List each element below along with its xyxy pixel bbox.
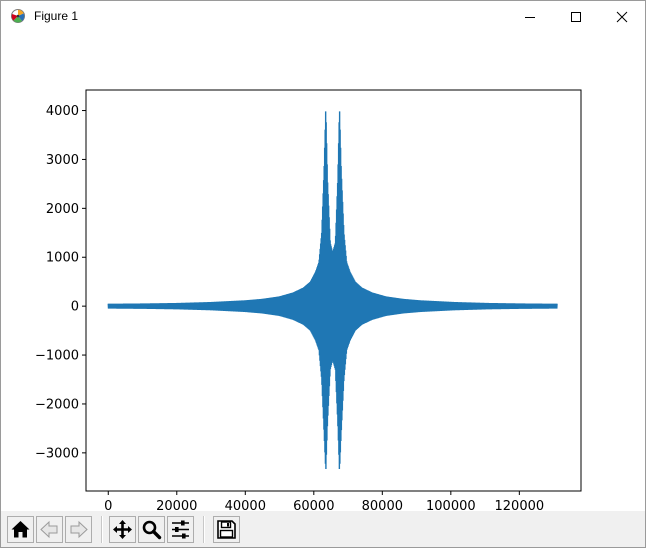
- x-tick-label: 40000: [225, 499, 266, 511]
- back-arrow-icon: [39, 519, 60, 540]
- x-tick-label: 100000: [426, 499, 476, 511]
- toolbar-separator: [101, 516, 103, 543]
- close-button[interactable]: [599, 1, 645, 32]
- floppy-disk-icon: [216, 519, 237, 540]
- y-tick-label: 0: [71, 300, 79, 315]
- save-button[interactable]: [213, 516, 240, 543]
- navigation-toolbar: [1, 511, 645, 547]
- sliders-icon: [170, 519, 191, 540]
- axes-frame: [85, 89, 582, 492]
- x-tick-label: 80000: [362, 499, 403, 511]
- data-layer: [107, 111, 558, 469]
- matplotlib-figure-icon: [10, 8, 26, 24]
- back-button[interactable]: [36, 516, 63, 543]
- plot-canvas[interactable]: 0 20000 40000 60000 80000 100000 120000 −3000−…: [1, 32, 645, 511]
- y-tick-label: 2000: [46, 202, 79, 217]
- home-icon: [10, 519, 31, 540]
- close-icon: [616, 11, 628, 23]
- maximize-icon: [570, 11, 582, 23]
- y-tick-label: −1000: [35, 349, 79, 364]
- y-axis: −3000 −2000 −1000 0 1000 2000 3000 4000: [35, 104, 86, 461]
- figure-canvas[interactable]: 0 20000 40000 60000 80000 100000 120000 −3000−…: [1, 32, 645, 511]
- y-tick-label: −2000: [35, 397, 79, 412]
- window-title: Figure 1: [34, 9, 79, 23]
- zoom-button[interactable]: [138, 516, 165, 543]
- signal-line: [107, 111, 558, 469]
- forward-arrow-icon: [68, 519, 89, 540]
- y-tick-label: 3000: [46, 153, 79, 168]
- forward-button[interactable]: [65, 516, 92, 543]
- x-tick-label: 60000: [293, 499, 334, 511]
- title-bar[interactable]: Figure 1: [1, 1, 645, 32]
- x-axis: 0 20000 40000 60000 80000 100000 120000: [104, 491, 544, 511]
- y-tick-label: 1000: [46, 251, 79, 266]
- minimize-icon: [524, 11, 536, 23]
- x-tick-label: 20000: [156, 499, 197, 511]
- x-tick-label: 120000: [495, 499, 545, 511]
- move-arrows-icon: [112, 519, 133, 540]
- y-tick-label: −3000: [35, 446, 79, 461]
- minimize-button[interactable]: [507, 1, 553, 32]
- y-tick-label: 4000: [46, 104, 79, 119]
- maximize-button[interactable]: [553, 1, 599, 32]
- toolbar-separator: [203, 516, 205, 543]
- magnifier-icon: [141, 519, 162, 540]
- x-tick-label: 0: [104, 499, 112, 511]
- configure-subplots-button[interactable]: [167, 516, 194, 543]
- pan-button[interactable]: [109, 516, 136, 543]
- home-button[interactable]: [7, 516, 34, 543]
